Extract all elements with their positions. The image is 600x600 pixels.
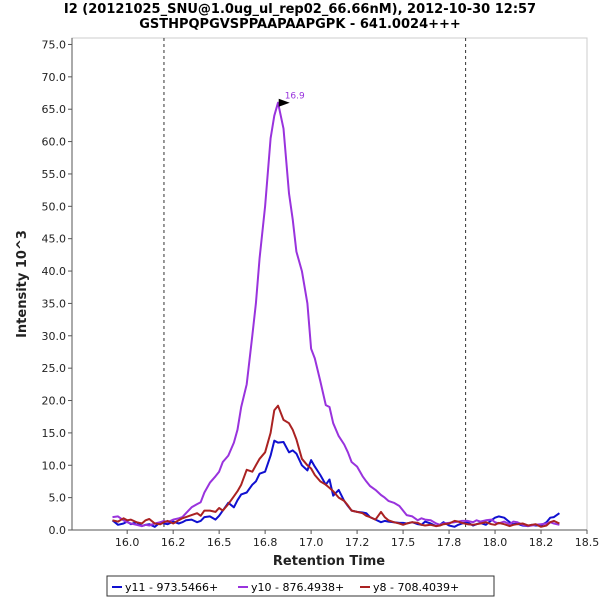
- series-line: [111, 439, 560, 528]
- peak-annotation-group: 16.9: [278, 92, 305, 107]
- y-tick-label: 35.0: [42, 297, 67, 310]
- legend-box: [106, 575, 495, 597]
- series-line: [112, 404, 560, 528]
- integration-bounds: [163, 38, 467, 530]
- chart-subtitle: GSTHPQPGVSPPAAPAAPGPK - 641.0024+++: [139, 17, 461, 32]
- peak-marker-icon: [278, 98, 290, 107]
- y-tick-label: 45.0: [42, 233, 67, 246]
- x-tick-label: 17.0: [299, 536, 324, 549]
- y-tick-label: 65.0: [42, 103, 67, 116]
- x-tick-label: 18.5: [575, 536, 600, 549]
- y-tick-label: 20.0: [42, 395, 67, 408]
- plot-area: [71, 37, 588, 531]
- y-tick-label: 0.0: [49, 524, 67, 537]
- x-tick-label: 16.2: [161, 536, 186, 549]
- y-tick-label: 70.0: [42, 71, 67, 84]
- y-tick-label: 5.0: [49, 492, 67, 505]
- y-axis: 0.0 5.0 10.0 15.0 20.0 25.0 30.0 35.0 40.0 45.0 50…: [42, 38, 73, 537]
- x-tick-label: 17.5: [391, 536, 416, 549]
- x-tick-label: 18.0: [483, 536, 508, 549]
- y-tick-label: 60.0: [42, 136, 67, 149]
- legend-label: y8 - 708.4039+: [373, 581, 459, 594]
- y-tick-label: 25.0: [42, 362, 67, 375]
- peak-annotation: 16.9: [285, 92, 305, 102]
- series-lines: [111, 101, 560, 528]
- x-tick-label: 17.8: [437, 536, 462, 549]
- y-tick-label: 75.0: [42, 38, 67, 51]
- x-tick-label: 16.0: [115, 536, 140, 549]
- x-tick-label: 17.2: [345, 536, 370, 549]
- series-line: [112, 101, 560, 528]
- y-tick-label: 15.0: [42, 427, 67, 440]
- chart-title: I2 (20121025_SNU@1.0ug_ul_rep02_66.66nM)…: [64, 2, 536, 17]
- x-tick-label: 16.8: [253, 536, 278, 549]
- x-tick-label: 16.5: [207, 536, 232, 549]
- legend-label: y10 - 876.4938+: [251, 581, 344, 594]
- x-axis-label: Retention Time: [273, 554, 385, 569]
- legend: y11 - 973.5466+ y10 - 876.4938+ y8 - 708.4…: [106, 575, 495, 597]
- y-axis-label: Intensity 10^3: [15, 230, 30, 338]
- y-tick-label: 55.0: [42, 168, 67, 181]
- y-tick-label: 30.0: [42, 330, 67, 343]
- y-tick-label: 50.0: [42, 200, 67, 213]
- x-tick-label: 18.2: [529, 536, 554, 549]
- legend-label: y11 - 973.5466+: [125, 581, 218, 594]
- y-tick-label: 10.0: [42, 459, 67, 472]
- y-tick-label: 40.0: [42, 265, 67, 278]
- x-axis: 16.0 16.2 16.5 16.8 17.0 17.2 17.5 17.8 18.0 18.2…: [72, 529, 600, 549]
